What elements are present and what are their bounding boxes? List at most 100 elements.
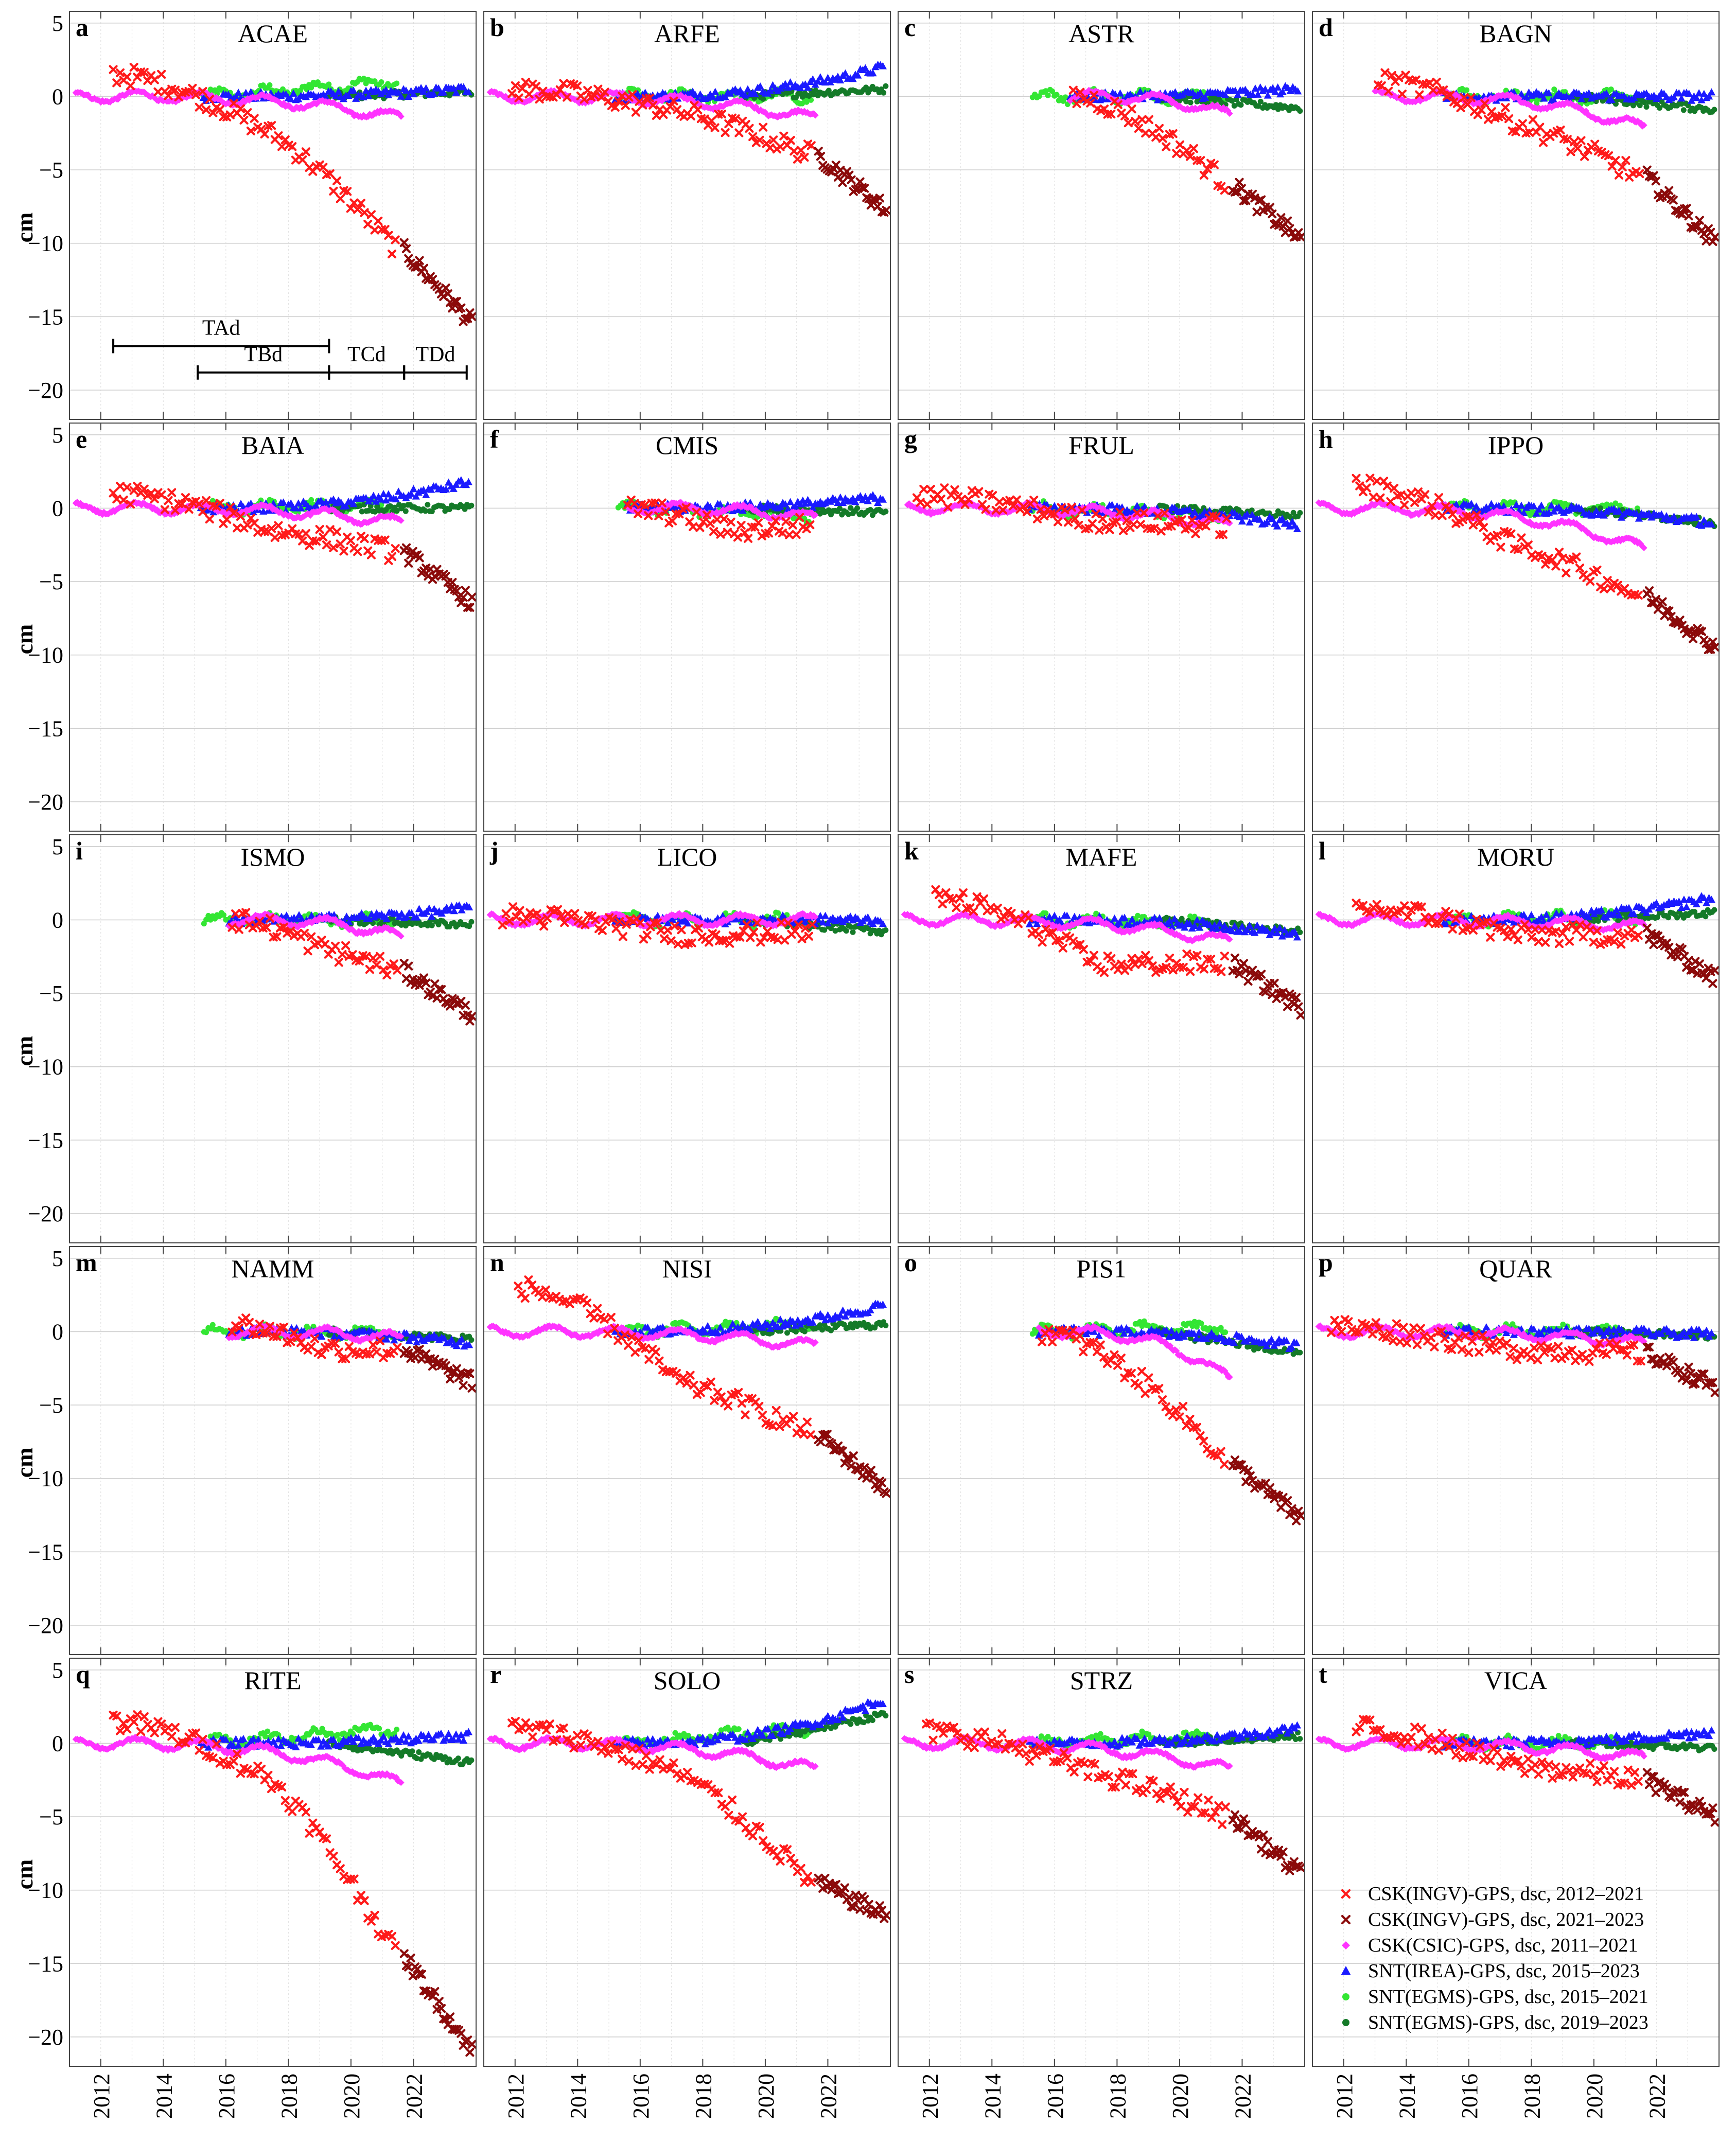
csk-ingv-a-point xyxy=(236,104,246,113)
irea-point xyxy=(809,75,817,83)
y-tick-label: −20 xyxy=(28,789,63,815)
egms-a-point xyxy=(361,76,367,82)
station-title: ASTR xyxy=(1068,19,1134,48)
interval-label: TCd xyxy=(347,343,386,366)
station-title: FRUL xyxy=(1068,431,1134,460)
irea-point xyxy=(814,77,822,85)
csk-ingv-a-point xyxy=(360,208,369,217)
egms-b-point xyxy=(760,96,766,102)
y-tick-label: 0 xyxy=(52,84,63,109)
station-title: CMIS xyxy=(656,431,718,460)
csk-ingv-a-point xyxy=(277,142,287,151)
egms-b-point xyxy=(811,92,817,98)
egms-a-point xyxy=(326,81,332,87)
irea-point xyxy=(452,89,460,96)
egms-a-point xyxy=(221,912,227,918)
irea-point xyxy=(826,78,834,85)
panel-letter: g xyxy=(904,425,917,453)
irea-point xyxy=(721,93,729,100)
csk-ingv-a-point xyxy=(164,91,173,100)
irea-point xyxy=(861,64,869,72)
csk-ingv-a-point xyxy=(229,99,238,108)
irea-point xyxy=(849,75,857,82)
csk-ingv-a-point xyxy=(239,115,249,125)
csk-ingv-a-point xyxy=(356,199,365,208)
csk-ingv-a-point xyxy=(198,87,207,96)
csk-ingv-a-point xyxy=(109,65,118,74)
y-tick-label: 5 xyxy=(52,11,63,36)
csk-ingv-b-point xyxy=(401,244,411,253)
irea-point xyxy=(402,86,410,94)
egms-a-point xyxy=(214,91,220,97)
irea-point xyxy=(429,90,437,97)
csk-ingv-b-point xyxy=(428,275,437,284)
csic-point xyxy=(397,113,405,120)
plot-area xyxy=(69,835,476,1243)
irea-point xyxy=(803,83,812,91)
panel-letter: d xyxy=(1319,13,1333,42)
plot-area xyxy=(898,11,1305,419)
csk-ingv-b-point xyxy=(452,296,461,306)
csk-ingv-a-point xyxy=(225,110,235,119)
egms-a-point xyxy=(267,82,273,88)
plot-frame xyxy=(69,11,477,420)
egms-b-point xyxy=(1680,107,1687,113)
station-title: BAGN xyxy=(1479,19,1552,48)
egms-b-point xyxy=(1643,104,1650,110)
egms-b-point xyxy=(1711,107,1717,113)
csk-ingv-a-point xyxy=(298,155,307,165)
csk-ingv-b-point xyxy=(410,262,420,272)
y-tick-label: 0 xyxy=(52,496,63,521)
egms-b-point xyxy=(425,502,431,508)
panel-letter: f xyxy=(490,425,499,453)
egms-b-point xyxy=(372,94,378,100)
csk-ingv-a-point xyxy=(353,205,362,214)
csk-ingv-a-point xyxy=(332,176,342,185)
csk-ingv-a-point xyxy=(319,163,328,172)
irea-point xyxy=(234,89,242,96)
y-axis-label: cm xyxy=(11,624,38,655)
csk-ingv-b-point xyxy=(419,264,429,273)
irea-point xyxy=(232,92,240,100)
irea-point xyxy=(382,86,390,94)
y-tick-label: −10 xyxy=(28,231,63,256)
csk-ingv-a-point xyxy=(370,225,379,235)
panel-letter: a xyxy=(76,13,89,42)
egms-b-point xyxy=(429,922,435,928)
csk-ingv-a-point xyxy=(129,63,138,72)
plot-area xyxy=(1312,11,1719,419)
irea-point xyxy=(460,83,468,91)
station-title: IPPO xyxy=(1488,431,1544,460)
csk-ingv-a-point xyxy=(384,231,393,240)
csk-ingv-a-point xyxy=(250,114,259,123)
csk-ingv-a-point xyxy=(387,249,397,259)
irea-point xyxy=(709,92,717,100)
csk-ingv-a-point xyxy=(267,121,276,130)
csk-ingv-a-point xyxy=(280,135,290,145)
csk-ingv-a-point xyxy=(153,87,163,96)
csk-ingv-a-point xyxy=(215,105,224,114)
panel-letter: c xyxy=(904,13,916,42)
csk-ingv-a-point xyxy=(380,225,390,234)
csk-ingv-a-point xyxy=(115,68,125,78)
irea-point xyxy=(289,89,297,97)
panel-ippo: h IPPO xyxy=(1312,423,1720,832)
csk-ingv-a-point xyxy=(170,85,180,95)
egms-b-point xyxy=(468,919,475,925)
station-title: ARFE xyxy=(654,19,720,48)
egms-b-point xyxy=(402,508,409,514)
csk-ingv-b-point xyxy=(465,308,475,318)
irea-point xyxy=(247,87,255,95)
egms-b-point xyxy=(863,84,869,91)
csk-ingv-a-point xyxy=(391,235,400,244)
csk-ingv-a-point xyxy=(336,194,345,203)
panel-letter: h xyxy=(1319,425,1333,453)
csk-ingv-a-point xyxy=(343,187,352,196)
panel-letter: e xyxy=(76,425,87,453)
panel-astr: c ASTR xyxy=(898,11,1305,420)
egms-b-point xyxy=(854,505,861,511)
irea-point xyxy=(364,92,373,99)
irea-point xyxy=(751,90,760,97)
irea-point xyxy=(384,91,393,98)
